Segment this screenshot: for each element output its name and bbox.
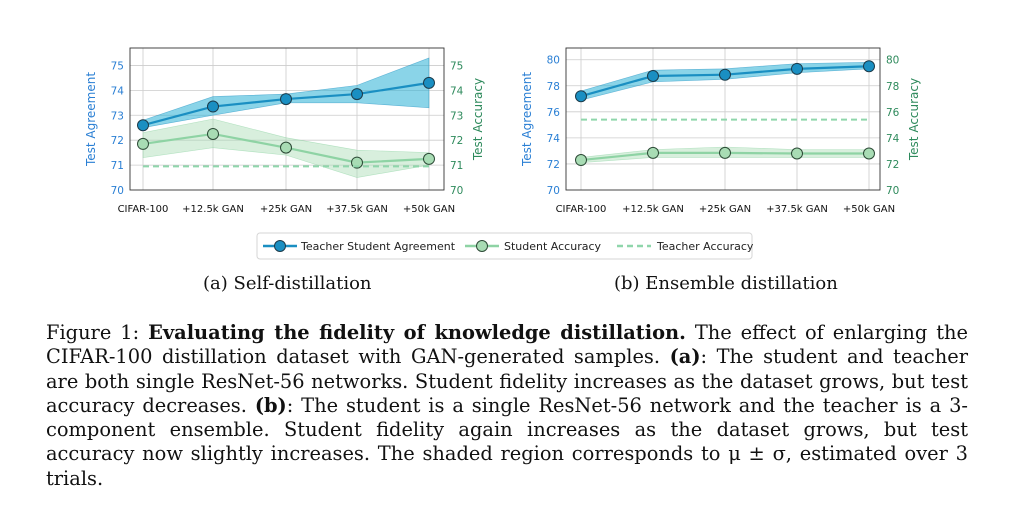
point-teacher-student-agreement [280,93,292,106]
subcaption-b: (b) Ensemble distillation [614,273,838,294]
y-axis-label-right: Test Accuracy [471,78,485,161]
point-teacher-student-agreement [719,68,731,81]
point-teacher-student-agreement [423,76,435,89]
legend-student-marker [476,240,488,252]
legend-frame [256,232,753,260]
caption-bold-title: Evaluating the fidelity of knowledge dis… [148,321,686,344]
subcaption-a: (a) Self-distillation [203,273,372,294]
point-student-accuracy [647,146,659,159]
point-student-accuracy [719,146,731,159]
y-tick-right: 74 [450,85,464,97]
y-axis-label-left: Test Agreement [84,72,98,167]
y-tick-right: 75 [450,60,463,72]
y-tick-right: 76 [886,107,900,119]
x-tick-label: +12.5k GAN [622,204,684,215]
x-tick-label: +37.5k GAN [326,204,388,215]
y-tick-right: 70 [450,185,463,197]
legend: Teacher Student Agreement Student Accura… [256,232,754,260]
y-tick-right: 72 [886,159,899,171]
y-tick-left: 74 [547,133,561,145]
y-tick-left: 76 [547,107,561,119]
y-axis-label-right: Test Accuracy [907,78,921,161]
y-axis-label-left: Test Agreement [520,72,534,167]
y-tick-left: 75 [111,60,124,72]
figure-canvas: 70 71 72 73 74 75 70 71 72 73 74 75 CIFAR-100 +12.5k … [84,47,921,260]
legend-agreement-label: Teacher Student Agreement [300,240,456,253]
chart-self-distillation: 70 71 72 73 74 75 70 71 72 73 74 75 CIFAR-100 +12.5k … [84,47,485,215]
x-tick-label: +25k GAN [260,204,312,215]
legend-student-label: Student Accuracy [504,240,602,253]
caption-text-3: : The student is a single ResNet-56 netw… [46,393,968,490]
y-tick-right: 70 [886,185,899,197]
point-student-accuracy [207,127,219,140]
point-teacher-student-agreement [575,90,587,103]
y-tick-right: 71 [450,160,463,172]
caption-label: Figure 1: [46,321,149,344]
y-tick-left: 70 [111,185,124,197]
point-teacher-student-agreement [351,88,363,101]
point-student-accuracy [575,154,587,167]
legend-teacher-label: Teacher Accuracy [656,240,754,253]
chart-ensemble-distillation: 70 72 74 76 78 80 70 72 74 76 78 80 CIFAR-100 +12.5k … [520,47,921,215]
caption-bold-b: (b) [254,393,287,417]
point-student-accuracy [280,141,292,154]
x-tick-label: +12.5k GAN [182,204,244,215]
y-tick-left: 80 [547,55,560,67]
point-teacher-student-agreement [863,60,875,73]
point-student-accuracy [791,147,803,160]
y-tick-left: 70 [547,185,560,197]
caption-text-1: The effect of enlarging the CIFAR-100 di… [46,321,969,369]
x-tick-label: +37.5k GAN [766,204,828,215]
point-student-accuracy [863,147,875,160]
y-tick-right: 80 [886,55,899,67]
y-tick-right: 73 [450,110,463,122]
point-teacher-student-agreement [207,100,219,113]
x-tick-label: +50k GAN [403,204,455,215]
y-tick-right: 74 [886,133,900,145]
y-tick-left: 72 [111,135,124,147]
caption-text-2: : The student and teacher are both singl… [46,345,968,417]
y-tick-left: 78 [547,81,560,93]
y-tick-left: 73 [111,110,124,122]
y-tick-left: 72 [547,159,560,171]
x-tick-label: CIFAR-100 [118,204,169,215]
point-teacher-student-agreement [791,62,803,75]
y-tick-left: 74 [111,85,125,97]
y-tick-left: 71 [111,160,124,172]
figure-caption: Figure 1: Evaluating the fidelity of kno… [46,321,968,491]
legend-agreement-marker [274,240,286,252]
point-teacher-student-agreement [647,70,659,83]
x-tick-label: CIFAR-100 [556,204,607,215]
x-tick-label: +25k GAN [699,204,751,215]
y-tick-right: 78 [886,81,899,93]
plot-frame [129,47,445,191]
plot-frame [565,47,881,191]
point-student-accuracy [137,137,149,150]
point-teacher-student-agreement [137,119,149,132]
caption-bold-a: (a) [669,345,701,369]
point-student-accuracy [423,152,435,165]
y-tick-right: 72 [450,135,463,147]
x-tick-label: +50k GAN [843,204,895,215]
